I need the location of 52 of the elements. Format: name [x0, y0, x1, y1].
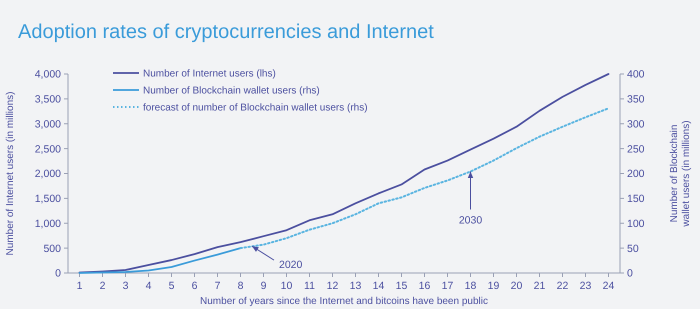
x-tick-label: 9 [260, 280, 267, 292]
x-tick-label: 7 [214, 280, 221, 292]
x-tick-label: 4 [146, 280, 152, 292]
y2-axis-title: Number of Blockchain wallet users (in millions) [669, 120, 692, 228]
x-tick-label: 22 [556, 280, 568, 292]
legend-label: Number of Internet users (lhs) [143, 68, 276, 80]
x-axis-title: Number of years since the Internet and bitcoins have been public [200, 296, 488, 307]
y2-tick-label: 200 [627, 168, 645, 180]
y-tick-label: 0 [55, 268, 62, 280]
y2-tick-label: 300 [627, 118, 645, 130]
x-tick-label: 3 [122, 280, 129, 292]
y-tick-label: 3,000 [34, 118, 62, 130]
y-tick-label: 1,500 [34, 193, 62, 206]
annotation: 2030 [458, 214, 482, 227]
y2-tick-label: 250 [627, 143, 645, 156]
line-series [78, 247, 242, 274]
x-tick-label: 19 [488, 280, 500, 292]
y2-tick-label: 350 [627, 94, 645, 106]
chart-title: Adoption rates of cryptocurrencies and Internet [18, 21, 434, 43]
y-tick-label: 1,000 [34, 218, 62, 230]
x-tick-label: 23 [580, 280, 592, 292]
x-tick-label: 6 [192, 280, 198, 292]
y2-tick-label: 100 [627, 218, 645, 230]
x-tick-label: 13 [350, 280, 362, 292]
x-tick-label: 21 [534, 280, 546, 292]
y-tick-label: 2,000 [34, 168, 62, 180]
annotation: 2020 [279, 259, 303, 272]
legend-label: forecast of number of Blockchain wallet users (rhs) [143, 102, 368, 114]
x-tick-label: 2 [100, 280, 106, 292]
y2-tick-label: 150 [627, 193, 645, 206]
x-tick-label: 14 [372, 280, 384, 292]
y-axis-title: Number of Internet users (in millions) [5, 92, 16, 256]
x-tick-label: 1 [76, 280, 83, 292]
x-tick-label: 12 [326, 280, 338, 292]
x-tick-label: 10 [280, 280, 292, 292]
x-tick-label: 8 [238, 280, 244, 292]
x-tick-label: 24 [602, 280, 614, 292]
y-tick-label: 500 [43, 242, 62, 255]
x-tick-label: 15 [396, 280, 408, 292]
y2-tick-label: 50 [627, 242, 639, 255]
y-tick-label: 3,500 [34, 94, 62, 106]
y-tick-label: 2,500 [34, 143, 62, 156]
y2-tick-label: 400 [627, 68, 645, 81]
y2-tick-label: 0 [627, 268, 633, 280]
legend-label: Number of Blockchain wallet users (rhs) [143, 86, 320, 96]
x-tick-label: 20 [510, 280, 522, 292]
x-tick-label: 16 [418, 280, 430, 292]
y-tick-label: 4,000 [34, 68, 62, 81]
x-tick-label: 5 [168, 280, 175, 292]
x-tick-label: 18 [464, 280, 476, 292]
x-tick-label: 17 [442, 280, 454, 292]
x-tick-label: 11 [304, 280, 316, 292]
